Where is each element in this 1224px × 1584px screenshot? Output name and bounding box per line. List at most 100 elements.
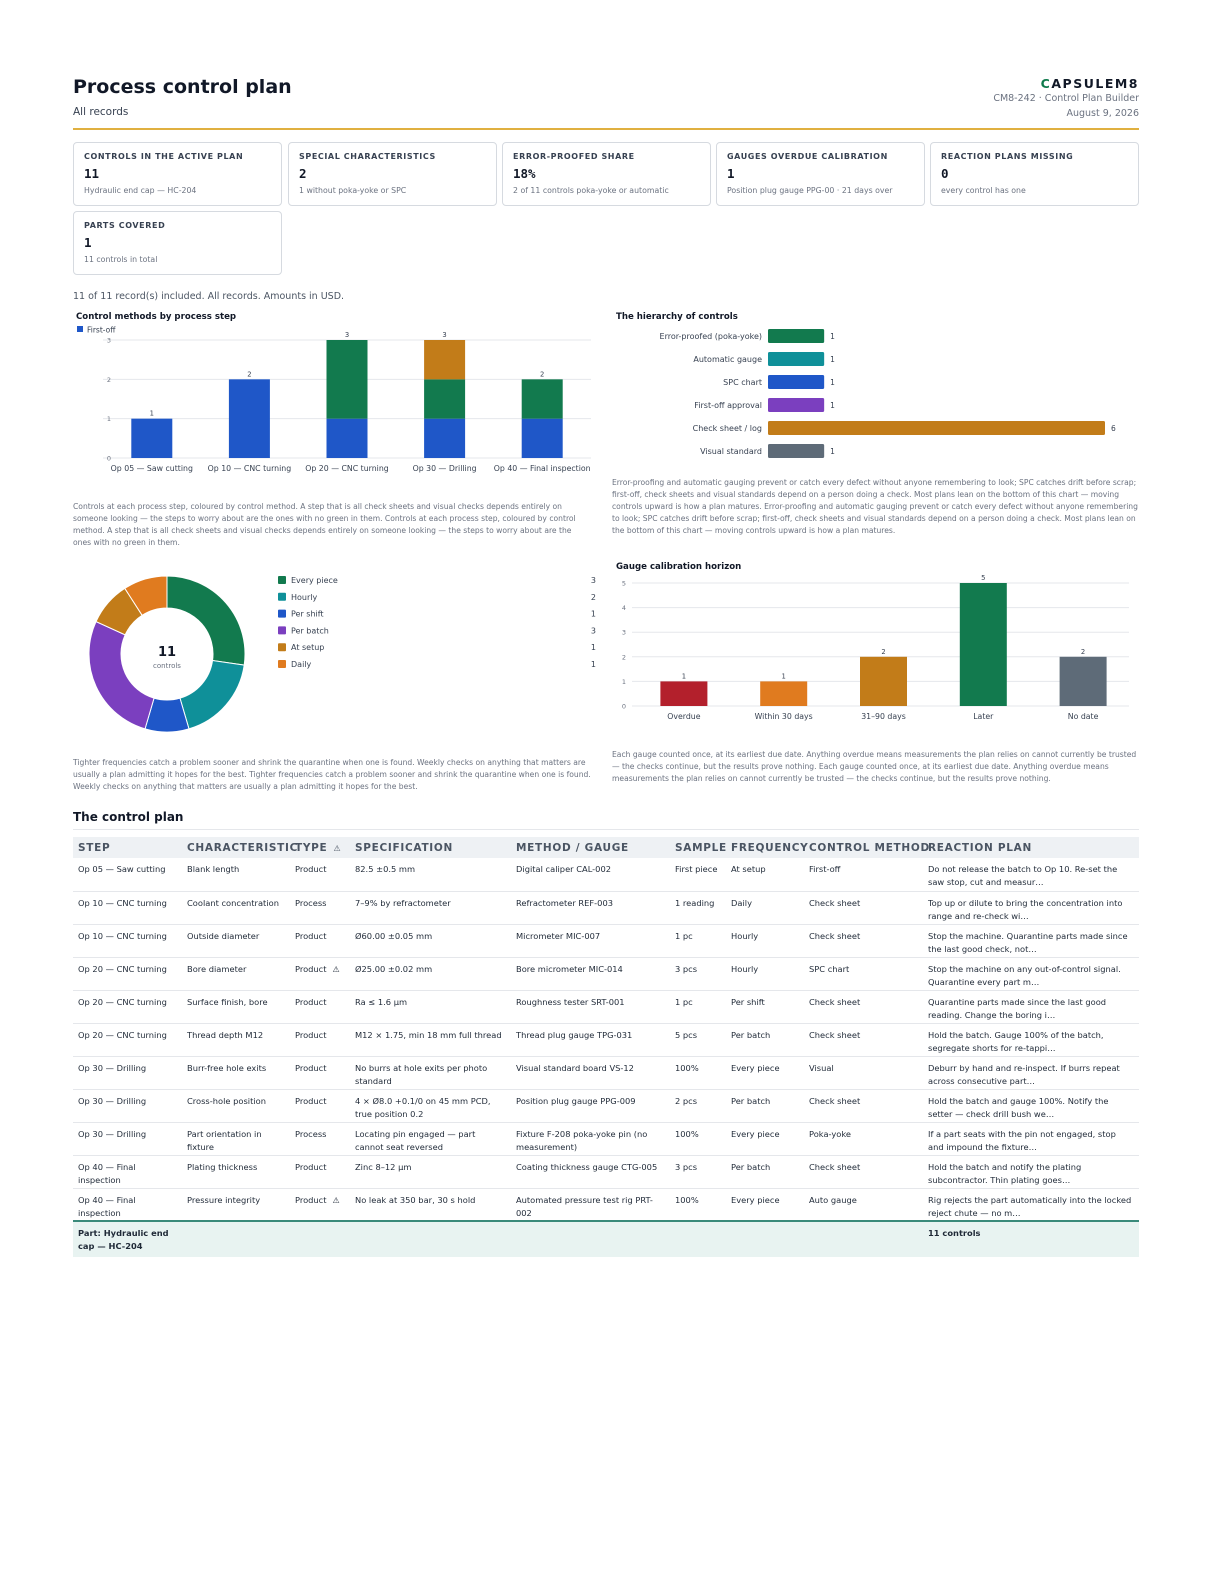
table-row[interactable]: Op 10 — CNC turning Coolant concentration… <box>73 891 1139 925</box>
table-row[interactable]: Op 30 — Drilling Part orientation in fixt… <box>73 1122 1139 1156</box>
x-tick-label: Op 40 — Final inspection <box>494 464 591 473</box>
table-row[interactable]: Op 20 — CNC turning Surface finish, bore P… <box>73 990 1139 1024</box>
bar-segment <box>521 379 563 419</box>
table-cell: Bore diameter <box>182 957 290 991</box>
table-cell: Plating thickness <box>182 1155 290 1189</box>
hierarchy-chart: Error-proofed (poka-yoke) 1 Automatic gaug… <box>660 329 1116 458</box>
table-cell: Visual <box>804 1056 923 1090</box>
bar-segment <box>424 418 466 458</box>
table-cell: 82.5 ±0.5 mm <box>350 858 511 892</box>
legend-label: Daily <box>291 660 312 669</box>
column-header[interactable]: SAMPLE <box>670 837 726 858</box>
donut-slice <box>124 575 168 616</box>
table-cell: Process <box>290 891 350 925</box>
table-cell: 3 pcs <box>670 957 726 991</box>
data-label: 1 <box>782 672 786 680</box>
table-footer-row: Part: Hydraulic end cap — HC-204 11 contr… <box>73 1220 1139 1257</box>
category-label: Check sheet / log <box>693 424 762 433</box>
table-cell: Check sheet <box>804 990 923 1024</box>
category-label: SPC chart <box>723 378 762 387</box>
table-cell: Do not release the batch to Op 10. Re-se… <box>923 858 1139 892</box>
table-cell: Rig rejects the part automatically into … <box>923 1188 1139 1222</box>
table-cell: Check sheet <box>804 1089 923 1123</box>
table-cell: 100% <box>670 1122 726 1156</box>
table-cell: Outside diameter <box>182 924 290 958</box>
legend-label: Hourly <box>291 593 317 602</box>
x-tick-label: No date <box>1068 712 1099 721</box>
kpi-label: SPECIAL CHARACTERISTICS <box>299 152 436 161</box>
y-tick-label: 4 <box>622 604 626 612</box>
kpi-note: 1 without poka-yoke or SPC <box>299 186 407 195</box>
table-row[interactable]: Op 20 — CNC turning Bore diameter Product ⚠… <box>73 957 1139 991</box>
y-tick-label: 2 <box>622 653 626 661</box>
table-cell: Ø60.00 ±0.05 mm <box>350 924 511 958</box>
calibration-horizon-chart: 0 1 2 3 4 5 1 Overdue 1 Within 30 days 2 31–90 days… <box>622 574 1129 721</box>
x-tick-label: Overdue <box>667 712 701 721</box>
table-header-row: STEP CHARACTERISTIC TYPE ⚠ SPECIFICATION … <box>73 837 1139 858</box>
category-label: Visual standard <box>700 447 762 456</box>
column-header[interactable]: CHARACTERISTIC <box>182 837 297 858</box>
table-cell: At setup <box>726 858 804 892</box>
table-cell: Automated pressure test rig PRT-002 <box>511 1188 670 1222</box>
bar <box>768 444 825 458</box>
kpi-value: 1 <box>727 166 735 181</box>
column-header[interactable]: TYPE ⚠ <box>290 837 350 858</box>
table-cell: Per batch <box>726 1155 804 1189</box>
table-cell: Part orientation in fixture <box>182 1122 290 1156</box>
table-cell: SPC chart <box>804 957 923 991</box>
calibration-chart-title: Gauge calibration horizon <box>616 562 742 572</box>
table-cell: Coating thickness gauge CTG-005 <box>511 1155 670 1189</box>
table-cell: Roughness tester SRT-001 <box>511 990 670 1024</box>
column-header[interactable]: REACTION PLAN <box>923 837 1139 858</box>
legend-value: 3 <box>591 626 596 635</box>
table-row[interactable]: Op 30 — Drilling Burr-free hole exits Prod… <box>73 1056 1139 1090</box>
table-row[interactable]: Op 30 — Drilling Cross-hole position Produ… <box>73 1089 1139 1123</box>
legend-label: Every piece <box>291 576 338 585</box>
table-row[interactable]: Op 10 — CNC turning Outside diameter Produ… <box>73 924 1139 958</box>
kpi-error-proofed-share: ERROR-PROOFED SHARE 18% 2 of 11 controls… <box>502 142 711 206</box>
column-header[interactable]: SPECIFICATION <box>350 837 511 858</box>
kpi-gauges-overdue: GAUGES OVERDUE CALIBRATION 1 Position pl… <box>716 142 925 206</box>
table-cell: Per batch <box>726 1089 804 1123</box>
table-cell: Process <box>290 1122 350 1156</box>
table-cell: 7–9% by refractometer <box>350 891 511 925</box>
table-cell: Check sheet <box>804 924 923 958</box>
warning-icon: ⚠ <box>333 843 342 853</box>
table-cell: Thread depth M12 <box>182 1023 290 1057</box>
column-header[interactable]: METHOD / GAUGE <box>511 837 670 858</box>
table-cell: Every piece <box>726 1122 804 1156</box>
table-cell: Hourly <box>726 957 804 991</box>
footer-cell <box>511 1220 670 1257</box>
table-row[interactable]: Op 20 — CNC turning Thread depth M12 Produ… <box>73 1023 1139 1057</box>
legend-swatch <box>278 592 286 601</box>
table-cell: 1 pc <box>670 990 726 1024</box>
x-tick-label: Op 05 — Saw cutting <box>111 464 193 473</box>
bar <box>660 681 708 706</box>
table-cell: 2 pcs <box>670 1089 726 1123</box>
table-cell: Thread plug gauge TPG-031 <box>511 1023 670 1057</box>
methods-chart-title: Control methods by process step <box>76 312 237 322</box>
table-cell: Check sheet <box>804 891 923 925</box>
table-row[interactable]: Op 40 — Final inspection Pressure integri… <box>73 1188 1139 1222</box>
footer-cell <box>350 1220 511 1257</box>
table-row[interactable]: Op 05 — Saw cutting Blank length Product 82… <box>73 858 1139 892</box>
donut-slice <box>166 575 246 666</box>
column-header[interactable]: CONTROL METHOD <box>804 837 929 858</box>
column-header[interactable]: STEP <box>73 837 182 858</box>
table-cell: Ø25.00 ±0.02 mm <box>350 957 511 991</box>
kpi-label: ERROR-PROOFED SHARE <box>513 152 635 161</box>
table-cell: 100% <box>670 1056 726 1090</box>
column-header[interactable]: FREQUENCY <box>726 837 808 858</box>
report-date: August 9, 2026 <box>1066 108 1139 119</box>
data-label: 1 <box>830 378 835 387</box>
table-cell: Product <box>290 1155 350 1189</box>
bar-segment <box>424 340 466 380</box>
document-reference: CM8-242 · Control Plan Builder <box>993 93 1139 104</box>
footer-part: Part: Hydraulic end cap — HC-204 <box>73 1220 182 1257</box>
table-cell: Op 10 — CNC turning <box>73 891 182 925</box>
kpi-label: REACTION PLANS MISSING <box>941 152 1074 161</box>
kpi-note: every control has one <box>941 186 1026 195</box>
brand-logo: CAPSULEM8 <box>1040 76 1139 91</box>
table-cell: If a part seats with the pin not engaged… <box>923 1122 1139 1156</box>
table-row[interactable]: Op 40 — Final inspection Plating thicknes… <box>73 1155 1139 1189</box>
